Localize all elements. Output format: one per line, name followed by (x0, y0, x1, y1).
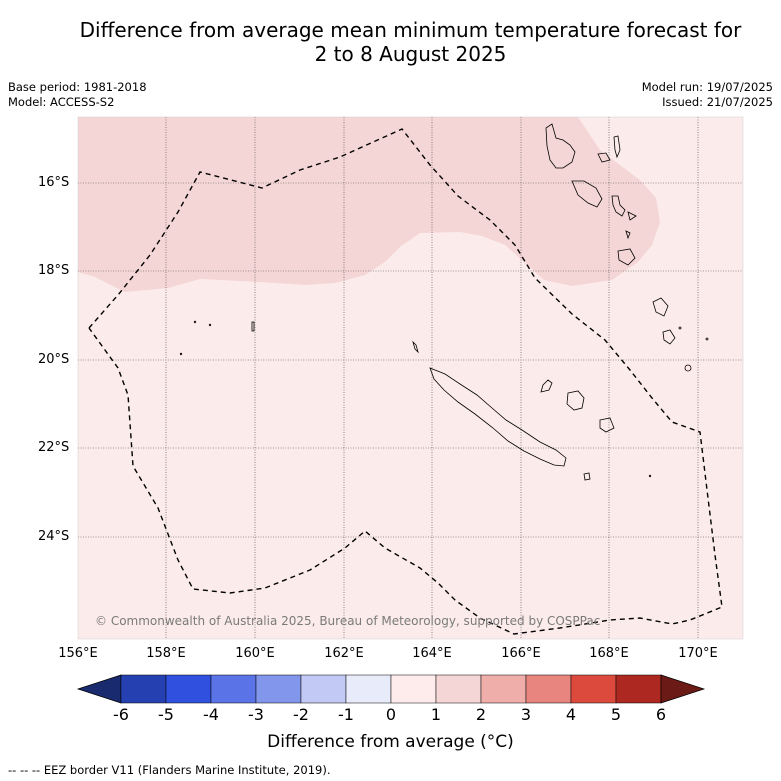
base-period: Base period: 1981-2018 (8, 80, 147, 94)
colorbar-segment (120, 674, 167, 704)
lat-label-20s: 20°S (38, 352, 70, 367)
lon-label-166e: 166°E (501, 646, 541, 661)
colorbar-tick-label: 0 (385, 705, 397, 724)
colorbar-tick-label: -6 (113, 705, 129, 724)
lon-label-168e: 168°E (589, 646, 629, 661)
lat-label-16s: 16°S (38, 175, 70, 190)
colorbar-segment (210, 674, 257, 704)
gridlines (78, 117, 743, 639)
coastline-new-caledonia (412, 340, 615, 481)
colorbar-label: Difference from average (°C) (267, 732, 514, 752)
colorbar-extend-low (76, 674, 122, 704)
colorbar-segment (525, 674, 572, 704)
meta-left: Base period: 1981-2018 Model: ACCESS-S2 (8, 80, 147, 110)
colorbar-extend-high (660, 674, 706, 704)
title-line-2: 2 to 8 August 2025 (314, 42, 507, 66)
colorbar-tick-label: 5 (610, 705, 622, 724)
colorbar (76, 674, 706, 704)
lon-label-158e: 158°E (146, 646, 186, 661)
colorbar-segment (615, 674, 662, 704)
colorbar-segment (165, 674, 212, 704)
lat-label-18s: 18°S (38, 263, 70, 278)
colorbar-tick-label: -1 (338, 705, 354, 724)
lon-label-162e: 162°E (324, 646, 364, 661)
colorbar-tick-label: -2 (293, 705, 309, 724)
colorbar-segment (390, 674, 437, 704)
lat-label-22s: 22°S (38, 440, 70, 455)
colorbar-tick-label: -3 (248, 705, 264, 724)
lat-label-24s: 24°S (38, 529, 70, 544)
colorbar-tick-label: 4 (565, 705, 577, 724)
issued-date: Issued: 21/07/2025 (662, 95, 773, 109)
colorbar-tick-label: -4 (203, 705, 219, 724)
colorbar-segment (345, 674, 392, 704)
colorbar-tick-label: 3 (520, 705, 532, 724)
title-line-1: Difference from average mean minimum tem… (79, 18, 742, 42)
lon-label-164e: 164°E (412, 646, 452, 661)
coastline-vanuatu (545, 123, 637, 266)
colorbar-tick-label: -5 (158, 705, 174, 724)
meta-right: Model run: 19/07/2025 Issued: 21/07/2025 (642, 80, 773, 110)
lon-label-170e: 170°E (678, 646, 718, 661)
small-islands (179, 297, 709, 478)
colorbar-segment (435, 674, 482, 704)
colorbar-segment (300, 674, 347, 704)
lon-label-160e: 160°E (235, 646, 275, 661)
model-run: Model run: 19/07/2025 (641, 80, 773, 94)
colorbar-segment (255, 674, 302, 704)
eez-legend-footer: -- -- -- EEZ border V11 (Flanders Marine… (8, 763, 331, 777)
colorbar-tick-label: 6 (655, 705, 667, 724)
chart-title: Difference from average mean minimum tem… (40, 18, 781, 66)
colorbar-segment (480, 674, 527, 704)
region-1-to-2 (78, 117, 660, 292)
copyright-notice: © Commonwealth of Australia 2025, Bureau… (95, 614, 601, 628)
model-name: Model: ACCESS-S2 (8, 95, 115, 109)
colorbar-segment (570, 674, 617, 704)
colorbar-tick-label: 1 (430, 705, 442, 724)
colorbar-tick-label: 2 (475, 705, 487, 724)
lon-label-156e: 156°E (58, 646, 98, 661)
